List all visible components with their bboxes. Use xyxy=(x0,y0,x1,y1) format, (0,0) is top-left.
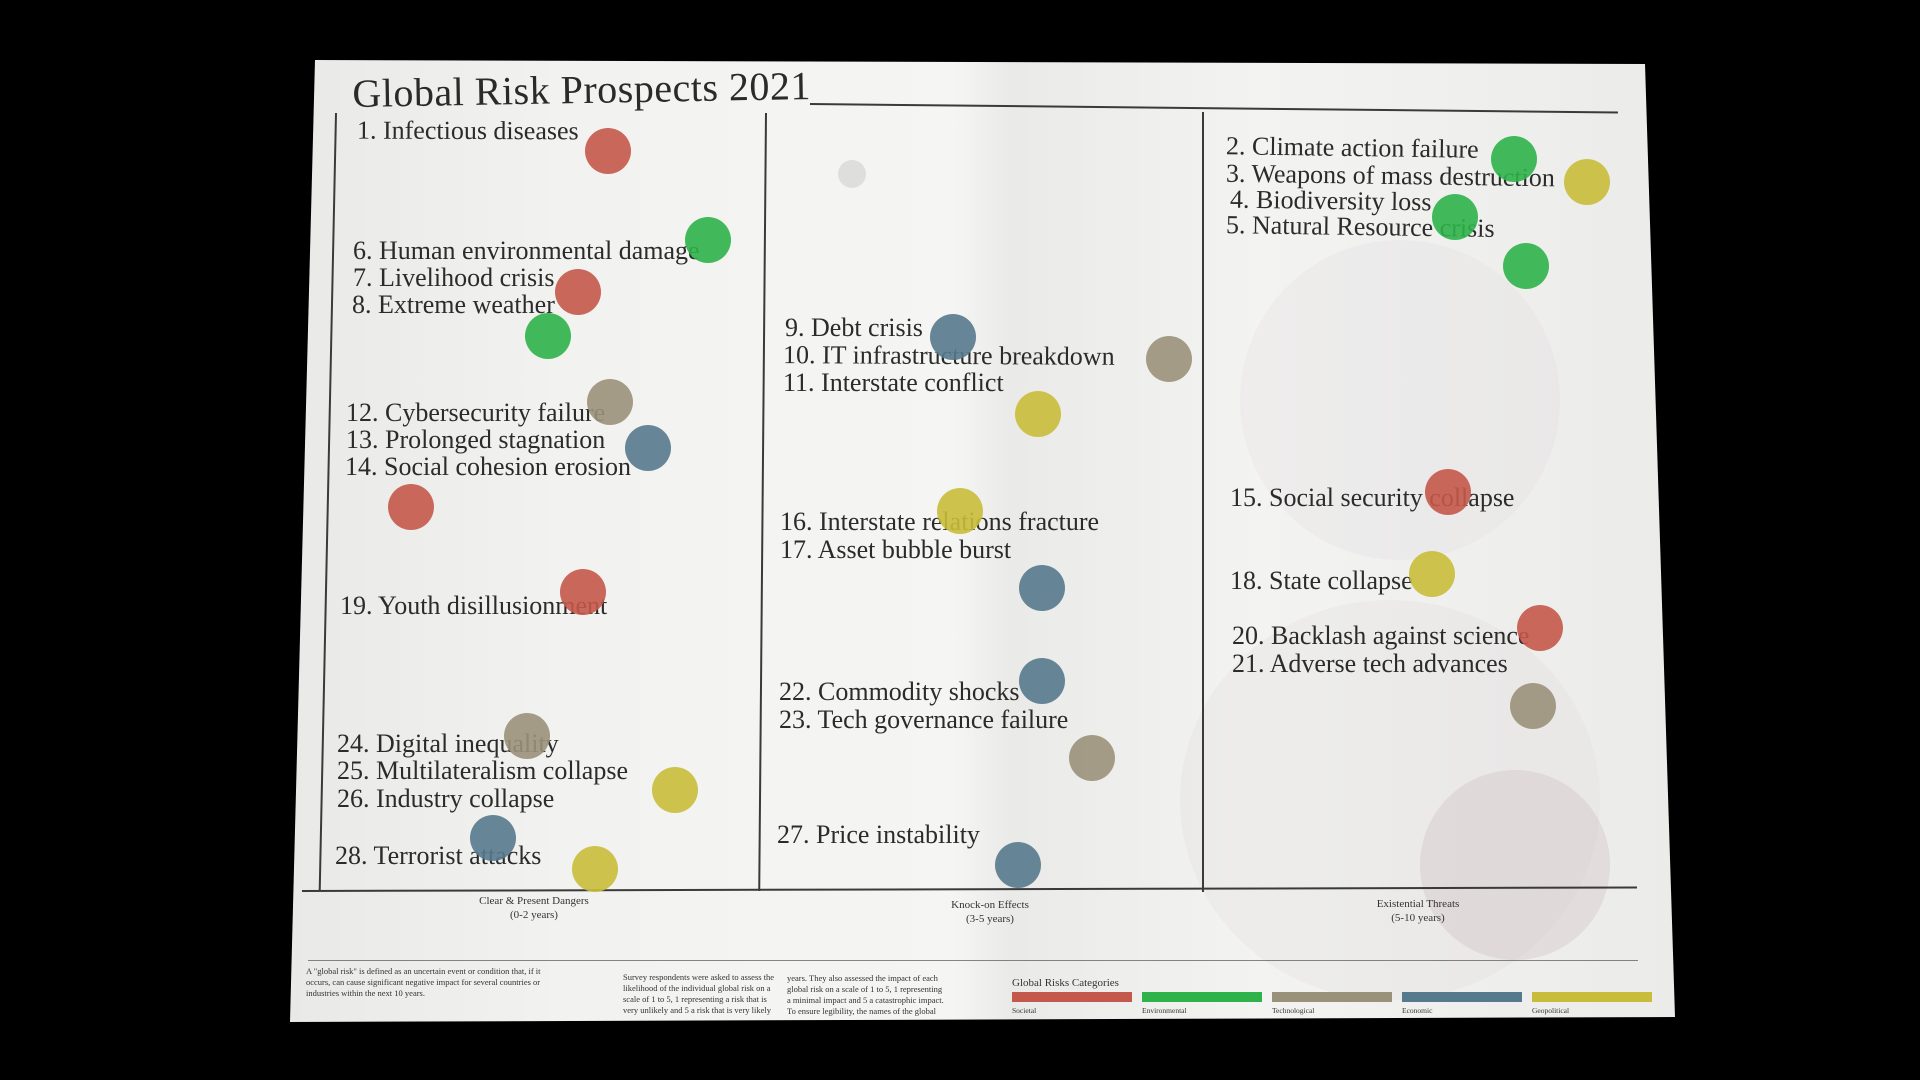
background-ghost-circle xyxy=(1420,770,1610,960)
legend-label-environmental: Environmental xyxy=(1142,1006,1187,1015)
risk-label-state-collapse: 18. State collapse xyxy=(1230,566,1413,595)
column-header: Knock-on Effects (3-5 years) xyxy=(930,899,1050,927)
risk-dot-extreme-weather xyxy=(525,313,571,359)
risk-dot-natural-resource-crisis xyxy=(1503,243,1549,289)
background-ghost-circle xyxy=(838,160,866,188)
risk-label-infectious-diseases: 1. Infectious diseases xyxy=(356,115,579,146)
risk-label-industry-collapse: 26. Industry collapse xyxy=(337,784,555,813)
column-range: (3-5 years) xyxy=(966,912,1014,925)
background-ghost-circle xyxy=(1240,240,1560,560)
legend-label-technological: Technological xyxy=(1272,1006,1315,1015)
risk-dot-industry-collapse xyxy=(470,815,516,861)
risk-label-asset-bubble-burst: 17. Asset bubble burst xyxy=(780,535,1012,564)
risk-dot-commodity-shocks xyxy=(1019,658,1065,704)
risk-label-prolonged-stagnation: 13. Prolonged stagnation xyxy=(346,425,606,454)
risk-label-adverse-tech-advances: 21. Adverse tech advances xyxy=(1232,649,1508,678)
column-range: (0-2 years) xyxy=(510,908,558,921)
risk-dot-livelihood-crisis xyxy=(555,269,601,315)
risk-dot-adverse-tech-advances xyxy=(1510,683,1556,729)
column-name: Knock-on Effects xyxy=(951,899,1029,911)
risk-label-price-instability: 27. Price instability xyxy=(777,820,980,849)
risk-dot-biodiversity-loss xyxy=(1432,194,1478,240)
risk-dot-price-instability xyxy=(995,842,1041,888)
risk-label-backlash-against-science: 20. Backlash against science xyxy=(1232,621,1530,650)
footer-rule xyxy=(308,960,1638,961)
risk-dot-youth-disillusionment xyxy=(560,569,606,615)
legend-title: Global Risks Categories xyxy=(1012,977,1119,989)
risk-dot-backlash-against-science xyxy=(1517,605,1563,651)
risk-dot-prolonged-stagnation xyxy=(625,425,671,471)
risk-label-interstate-conflict: 11. Interstate conflict xyxy=(783,368,1004,397)
legend-swatch-economic xyxy=(1402,992,1522,1002)
risk-dot-state-collapse xyxy=(1409,551,1455,597)
risk-dot-cybersecurity-failure xyxy=(587,379,633,425)
legend-swatch-environmental xyxy=(1142,992,1262,1002)
risk-dot-debt-crisis xyxy=(930,314,976,360)
background-ghost-circle xyxy=(1180,600,1600,1000)
column-divider-2 xyxy=(1202,112,1204,892)
column-header: Clear & Present Dangers (0-2 years) xyxy=(474,895,594,923)
risk-label-tech-governance-failure: 23. Tech governance failure xyxy=(779,705,1069,734)
risk-label-social-cohesion-erosion: 14. Social cohesion erosion xyxy=(345,452,631,481)
legend-label-economic: Economic xyxy=(1402,1006,1433,1015)
legend-label-geopolitical: Geopolitical xyxy=(1532,1006,1570,1015)
column-header: Existential Threats (5-10 years) xyxy=(1358,898,1478,926)
risk-label-social-security-collapse: 15. Social security collapse xyxy=(1230,483,1515,512)
legend-swatch-technological xyxy=(1272,992,1392,1002)
risk-dot-human-environmental-damage xyxy=(685,217,731,263)
risk-dot-social-cohesion-erosion xyxy=(388,484,434,530)
risk-label-livelihood-crisis: 7. Livelihood crisis xyxy=(353,263,555,292)
risk-dot-it-infrastructure-breakdown xyxy=(1146,336,1192,382)
risk-dot-climate-action-failure xyxy=(1491,136,1537,182)
risk-dot-infectious-diseases xyxy=(585,128,631,174)
risk-dot-weapons-of-mass-destruction xyxy=(1564,159,1610,205)
legend-swatch-societal xyxy=(1012,992,1132,1002)
risk-dot-interstate-conflict xyxy=(1015,391,1061,437)
risk-dot-interstate-relations-fracture xyxy=(937,488,983,534)
risk-dot-tech-governance-failure xyxy=(1069,735,1115,781)
footnote-likelihood: Survey respondents were asked to assess … xyxy=(623,972,775,1018)
risk-label-human-environmental-damage: 6. Human environmental damage xyxy=(353,236,700,265)
column-range: (5-10 years) xyxy=(1391,911,1445,924)
legend-label-societal: Societal xyxy=(1012,1006,1037,1015)
risk-label-extreme-weather: 8. Extreme weather xyxy=(352,290,555,319)
legend-swatch-geopolitical xyxy=(1532,992,1652,1002)
risk-label-multilateralism-collapse: 25. Multilateralism collapse xyxy=(337,756,628,785)
risk-dot-social-security-collapse xyxy=(1425,469,1471,515)
risk-dot-asset-bubble-burst xyxy=(1019,565,1065,611)
risk-dot-digital-inequality xyxy=(504,713,550,759)
risk-dot-multilateralism-collapse xyxy=(652,767,698,813)
poster-title: Global Risk Prospects 2021 xyxy=(352,62,812,116)
risk-label-commodity-shocks: 22. Commodity shocks xyxy=(779,677,1020,706)
risk-label-cybersecurity-failure: 12. Cybersecurity failure xyxy=(346,398,606,427)
footnote-definition: A "global risk" is defined as an uncerta… xyxy=(306,966,541,999)
risk-dot-terrorist-attacks xyxy=(572,846,618,892)
column-name: Clear & Present Dangers xyxy=(479,895,589,907)
column-name: Existential Threats xyxy=(1376,898,1460,910)
risk-label-debt-crisis: 9. Debt crisis xyxy=(785,313,923,342)
footnote-impact: years. They also assessed the impact of … xyxy=(787,973,944,1019)
